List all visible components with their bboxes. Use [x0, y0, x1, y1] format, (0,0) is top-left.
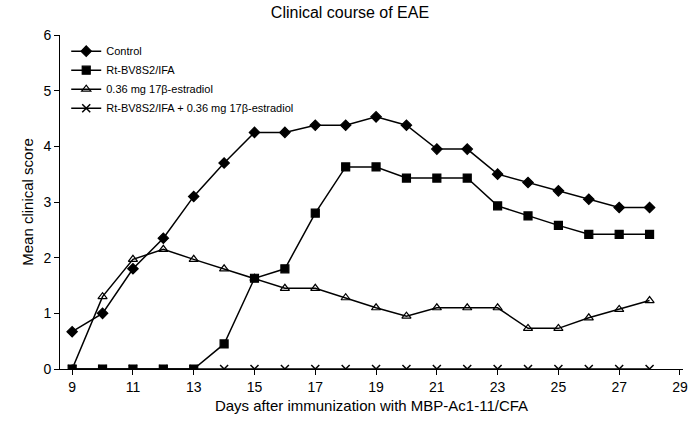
- svg-text:29: 29: [672, 379, 688, 395]
- svg-text:11: 11: [126, 379, 141, 395]
- svg-text:Clinical course of EAE: Clinical course of EAE: [271, 4, 429, 21]
- svg-text:17: 17: [307, 379, 323, 395]
- svg-text:0.36 mg 17β-estradiol: 0.36 mg 17β-estradiol: [106, 83, 213, 95]
- svg-text:Days after immunization with M: Days after immunization with MBP-Ac1-11/…: [215, 397, 528, 414]
- svg-text:25: 25: [551, 379, 567, 395]
- svg-text:Mean clinical score: Mean clinical score: [19, 138, 36, 266]
- svg-text:6: 6: [43, 27, 51, 43]
- svg-text:0: 0: [43, 361, 51, 377]
- svg-text:3: 3: [43, 194, 51, 210]
- svg-text:2: 2: [43, 250, 51, 266]
- svg-text:9: 9: [68, 379, 76, 395]
- svg-text:15: 15: [247, 379, 263, 395]
- svg-text:1: 1: [43, 305, 51, 321]
- svg-text:4: 4: [43, 138, 51, 154]
- svg-text:23: 23: [490, 379, 506, 395]
- svg-text:19: 19: [368, 379, 384, 395]
- svg-text:Rt-BV8S2/IFA + 0.36 mg 17β-est: Rt-BV8S2/IFA + 0.36 mg 17β-estradiol: [106, 102, 293, 114]
- svg-text:27: 27: [611, 379, 627, 395]
- svg-text:Control: Control: [106, 45, 141, 57]
- svg-text:5: 5: [43, 83, 51, 99]
- svg-text:13: 13: [186, 379, 202, 395]
- svg-text:21: 21: [429, 379, 445, 395]
- svg-text:Rt-BV8S2/IFA: Rt-BV8S2/IFA: [106, 64, 175, 76]
